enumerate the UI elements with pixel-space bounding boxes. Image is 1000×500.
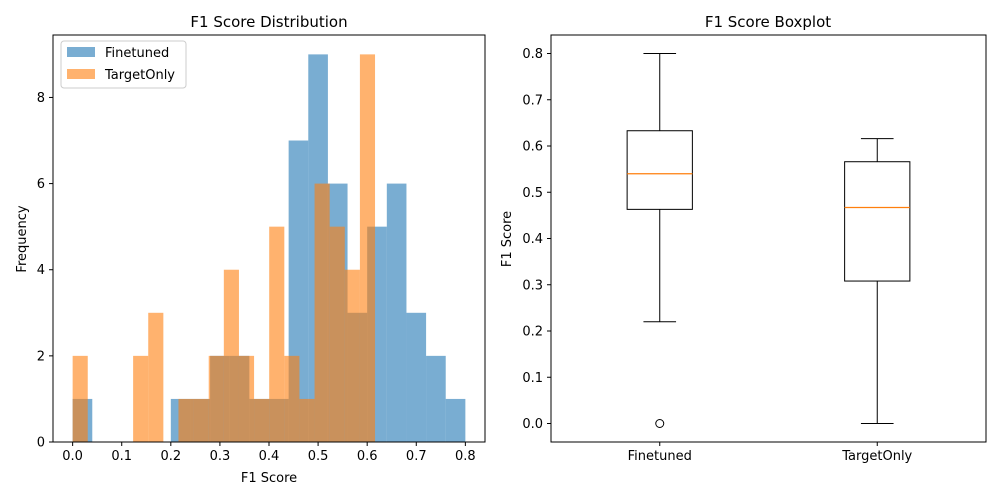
histogram-x-tick-label: 0.4 bbox=[259, 449, 280, 464]
histogram-bar-targetonly bbox=[148, 312, 164, 442]
boxplot-marks bbox=[626, 53, 911, 428]
histogram-bar-targetonly bbox=[344, 269, 360, 442]
boxplot-y-tick-label: 0.3 bbox=[522, 278, 543, 293]
legend-swatch-finetuned bbox=[67, 47, 95, 57]
histogram-y-axis-label: Frequency bbox=[15, 205, 30, 272]
histogram-bar-finetuned bbox=[445, 398, 466, 442]
histogram-y-axis: 0 2 4 6 8 bbox=[37, 91, 53, 451]
boxplot-y-tick-label: 0.7 bbox=[522, 93, 543, 108]
boxplot-outlier-finetuned bbox=[655, 419, 665, 428]
histogram-x-axis: 0.0 0.1 0.2 0.3 0.4 0.5 0.6 0.7 0.8 bbox=[62, 442, 476, 464]
histogram-x-tick-label: 0.8 bbox=[455, 449, 476, 464]
histogram-x-tick-label: 0.6 bbox=[357, 449, 378, 464]
histogram-bar-targetonly bbox=[223, 269, 239, 442]
histogram-x-tick-label: 0.2 bbox=[160, 449, 181, 464]
histogram-bar-targetonly bbox=[208, 355, 224, 442]
boxplot-box-targetonly bbox=[844, 161, 911, 282]
boxplot-y-tick-label: 0.8 bbox=[522, 47, 543, 62]
histogram-legend: Finetuned TargetOnly bbox=[60, 40, 187, 89]
legend-label-targetonly: TargetOnly bbox=[104, 68, 175, 83]
histogram-y-tick-label: 2 bbox=[37, 349, 45, 364]
histogram-x-tick-label: 0.0 bbox=[62, 449, 83, 464]
histogram-y-tick-label: 0 bbox=[37, 436, 45, 451]
boxplot-y-tick-label: 0.2 bbox=[522, 325, 543, 340]
boxplot-box-finetuned bbox=[626, 130, 693, 210]
histogram-bar-targetonly bbox=[314, 183, 330, 443]
histogram-bar-targetonly bbox=[329, 226, 345, 442]
legend-swatch-targetonly bbox=[67, 69, 95, 79]
histogram-bar-targetonly bbox=[72, 355, 88, 442]
histogram-y-tick-label: 8 bbox=[37, 91, 45, 106]
histogram-chart: F1 Score Distribution 0.0 0.1 0.2 0.3 0.4 0.5… bbox=[15, 13, 486, 486]
histogram-bar-finetuned bbox=[426, 355, 446, 442]
histogram-bar-targetonly bbox=[299, 398, 315, 442]
boxplot-y-tick-label: 0.5 bbox=[522, 186, 543, 201]
histogram-y-tick-label: 6 bbox=[37, 177, 45, 192]
histogram-bar-targetonly bbox=[284, 355, 300, 442]
histogram-bars bbox=[72, 54, 466, 443]
histogram-title: F1 Score Distribution bbox=[190, 13, 347, 31]
histogram-bar-targetonly bbox=[238, 355, 255, 442]
histogram-bar-targetonly bbox=[254, 398, 270, 442]
histogram-bar-targetonly bbox=[269, 226, 285, 442]
boxplot-plot-frame bbox=[550, 34, 987, 443]
legend-label-finetuned: Finetuned bbox=[105, 46, 169, 61]
histogram-bar-targetonly bbox=[359, 54, 376, 442]
boxplot-chart: F1 Score Boxplot Finetuned TargetOnly 0.0… bbox=[500, 13, 987, 464]
boxplot-x-tick-label: Finetuned bbox=[628, 449, 692, 464]
boxplot-y-tick-label: 0.4 bbox=[522, 232, 543, 247]
histogram-x-tick-label: 0.1 bbox=[111, 449, 132, 464]
histogram-bar-targetonly bbox=[193, 398, 209, 442]
histogram-x-tick-label: 0.7 bbox=[406, 449, 427, 464]
histogram-bar-finetuned bbox=[406, 312, 427, 442]
histogram-y-tick-label: 4 bbox=[37, 263, 45, 278]
histogram-x-tick-label: 0.5 bbox=[308, 449, 329, 464]
histogram-bar-targetonly bbox=[133, 355, 149, 442]
histogram-bar-targetonly bbox=[178, 398, 194, 442]
boxplot-title: F1 Score Boxplot bbox=[705, 13, 831, 31]
histogram-bar-finetuned bbox=[386, 183, 407, 443]
histogram-x-axis-label: F1 Score bbox=[241, 471, 297, 486]
histogram-x-tick-label: 0.3 bbox=[210, 449, 231, 464]
boxplot-y-axis: 0.0 0.1 0.2 0.3 0.4 0.5 0.6 0.7 0.8 bbox=[522, 47, 551, 432]
boxplot-y-tick-label: 0.1 bbox=[522, 371, 543, 386]
boxplot-y-tick-label: 0.6 bbox=[522, 140, 543, 155]
boxplot-x-axis: Finetuned TargetOnly bbox=[628, 442, 913, 464]
boxplot-y-tick-label: 0.0 bbox=[522, 417, 543, 432]
boxplot-y-axis-label: F1 Score bbox=[500, 211, 515, 267]
boxplot-x-tick-label: TargetOnly bbox=[841, 449, 912, 464]
